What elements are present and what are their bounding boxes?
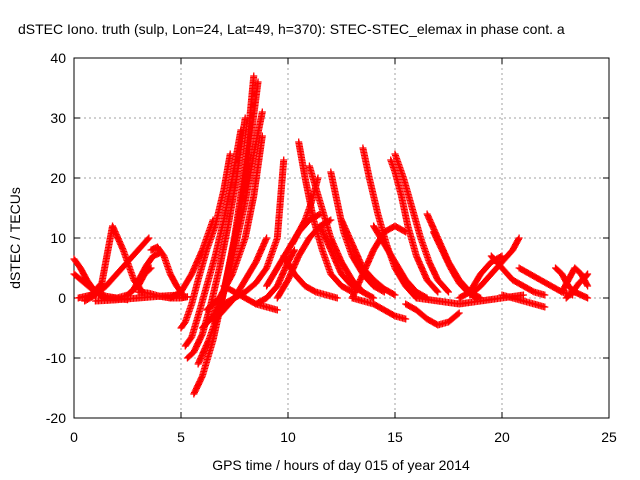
data-series bbox=[295, 138, 356, 296]
data-point bbox=[183, 293, 191, 301]
data-point bbox=[445, 288, 452, 296]
data-series bbox=[147, 243, 187, 299]
x-tick-label: 20 bbox=[494, 429, 510, 445]
axis-ticks: 0 5 10 15 20 25 -20 -10 0 10 20 30 40 bbox=[46, 50, 617, 445]
data-point bbox=[145, 234, 153, 242]
data-point bbox=[515, 234, 523, 242]
x-tick-label: 10 bbox=[280, 429, 296, 445]
y-tick-label: 30 bbox=[50, 110, 66, 126]
data-point bbox=[444, 287, 452, 295]
data-series bbox=[402, 300, 463, 329]
data-point bbox=[541, 291, 549, 299]
data-series bbox=[348, 294, 410, 323]
data-series bbox=[387, 156, 442, 296]
data-point bbox=[584, 294, 592, 302]
chart-title: dSTEC Iono. truth (sulp, Lon=24, Lat=49,… bbox=[18, 21, 565, 37]
data-series bbox=[391, 150, 452, 296]
data-series bbox=[203, 132, 266, 314]
data-point bbox=[370, 294, 378, 302]
data-point bbox=[258, 132, 266, 140]
data-point bbox=[315, 211, 323, 219]
data-point bbox=[290, 247, 298, 255]
x-tick-label: 5 bbox=[177, 429, 185, 445]
y-axis-label: dSTEC / TECUs bbox=[7, 187, 23, 289]
data-point bbox=[497, 253, 505, 261]
data-series bbox=[220, 282, 281, 314]
data-point bbox=[402, 315, 410, 323]
data-point bbox=[584, 282, 592, 290]
y-tick-label: -10 bbox=[46, 350, 66, 366]
data-series bbox=[487, 252, 549, 299]
data-point bbox=[391, 291, 399, 299]
data-point bbox=[390, 290, 398, 298]
data-point bbox=[368, 293, 376, 301]
data-point bbox=[280, 156, 288, 164]
data-point bbox=[254, 78, 262, 86]
data-point bbox=[434, 288, 442, 296]
data-point bbox=[333, 294, 341, 302]
data-point bbox=[250, 72, 258, 80]
data-series bbox=[280, 252, 341, 302]
x-axis-label: GPS time / hours of day 015 of year 2014 bbox=[212, 457, 470, 473]
data-series bbox=[91, 291, 185, 305]
data-point bbox=[209, 216, 217, 224]
data-point bbox=[258, 108, 266, 116]
data-series bbox=[252, 246, 298, 308]
data-series bbox=[181, 126, 245, 350]
data-series bbox=[220, 156, 288, 308]
data-marks bbox=[70, 72, 592, 398]
data-point bbox=[144, 235, 152, 243]
data-point bbox=[455, 309, 463, 317]
data-point bbox=[273, 306, 281, 314]
data-series bbox=[124, 249, 164, 299]
data-series bbox=[370, 222, 431, 302]
y-tick-label: 20 bbox=[50, 170, 66, 186]
data-point bbox=[226, 150, 234, 158]
data-point bbox=[177, 291, 185, 299]
data-series bbox=[81, 234, 153, 305]
data-point bbox=[584, 270, 592, 278]
y-tick-label: 40 bbox=[50, 50, 66, 66]
x-tick-label: 25 bbox=[601, 429, 617, 445]
data-series bbox=[466, 234, 523, 299]
y-tick-label: -20 bbox=[46, 410, 66, 426]
data-point bbox=[400, 227, 408, 235]
data-point bbox=[583, 281, 591, 289]
x-tick-label: 15 bbox=[387, 429, 403, 445]
data-point bbox=[290, 246, 298, 254]
data-series bbox=[558, 264, 592, 296]
data-series bbox=[338, 216, 399, 299]
data-point bbox=[514, 235, 522, 243]
y-tick-label: 10 bbox=[50, 230, 66, 246]
data-point bbox=[519, 291, 527, 299]
y-tick-label: 0 bbox=[58, 290, 66, 306]
data-series bbox=[562, 270, 592, 302]
data-series bbox=[412, 291, 527, 308]
data-series bbox=[455, 252, 506, 302]
data-point bbox=[433, 287, 441, 295]
data-point bbox=[583, 271, 591, 279]
data-point bbox=[454, 310, 462, 318]
data-point bbox=[541, 303, 549, 311]
x-tick-label: 0 bbox=[70, 429, 78, 445]
data-point bbox=[263, 234, 271, 242]
gridlines bbox=[74, 58, 609, 418]
